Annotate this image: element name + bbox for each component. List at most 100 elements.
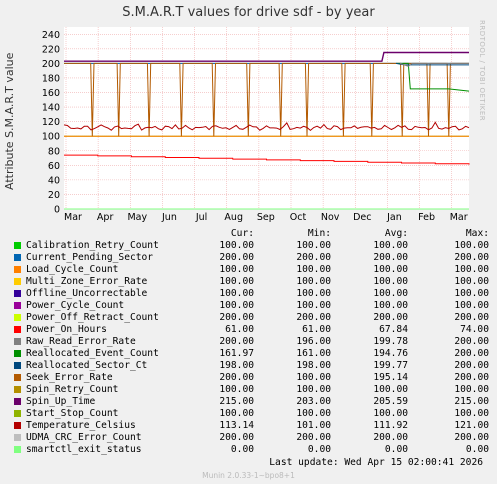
legend-min-value: 100.00: [296, 408, 331, 419]
legend-cur-value: 198.00: [219, 360, 254, 371]
legend-min-value: 196.00: [296, 336, 331, 347]
y-tick-label: 0: [54, 205, 60, 216]
series-raw-read-error-rate: [399, 62, 469, 67]
legend-max-value: 200.00: [454, 312, 489, 323]
legend-avg-value: 200.00: [373, 432, 408, 443]
legend-avg-value: 111.92: [373, 420, 408, 431]
legend-cur-value: 100.00: [219, 276, 254, 287]
chart-title: S.M.A.R.T values for drive sdf - by year: [122, 5, 375, 20]
y-tick-label: 20: [48, 190, 60, 201]
legend-row: Calibration_Retry_Count 100.00 100.00 100.0…: [14, 240, 494, 252]
y-tick-label: 160: [42, 88, 60, 99]
legend-min-value: 100.00: [296, 300, 331, 311]
x-tick-label: Mar: [64, 212, 82, 223]
legend-min-value: 100.00: [296, 264, 331, 275]
legend-max-value: 74.00: [460, 324, 489, 335]
legend-max-value: 200.00: [454, 252, 489, 263]
legend-min-value: 101.00: [296, 420, 331, 431]
legend-min-value: 200.00: [296, 312, 331, 323]
legend-avg-value: 195.14: [373, 372, 408, 383]
x-tick-label: Oct: [290, 212, 307, 223]
y-tick-label: 100: [42, 132, 60, 143]
legend-swatch: [14, 326, 21, 333]
legend-min-value: 61.00: [302, 324, 331, 335]
legend-swatch: [14, 422, 21, 429]
legend-cur-value: 200.00: [219, 432, 254, 443]
legend-series-name: Start_Stop_Count: [26, 408, 119, 419]
plot-area: 0 20 40 60 80 100 120 140 160 180 200 220 240 Mar Apr M…: [42, 27, 470, 223]
plot-background: [64, 27, 469, 209]
legend-avg-value: 194.76: [373, 348, 408, 359]
legend-column-header: Cur:: [230, 228, 254, 239]
legend-cur-value: 200.00: [219, 312, 254, 323]
y-tick-label: 120: [42, 117, 60, 128]
legend-avg-value: 67.84: [379, 324, 408, 335]
legend-row: Power_Off_Retract_Count 200.00 200.00 200.0…: [14, 312, 494, 324]
legend-avg-value: 199.77: [373, 360, 408, 371]
legend-row: Reallocated_Event_Count 161.97 161.00 194.7…: [14, 348, 494, 360]
last-update: Last update: Wed Apr 15 02:00:41 2026: [269, 457, 483, 468]
legend-min-value: 161.00: [296, 348, 331, 359]
x-tick-label: Nov: [321, 212, 340, 223]
legend-header: Cur: Min: Avg: Max:: [14, 228, 494, 240]
legend-max-value: 0.00: [465, 444, 489, 455]
legend-cur-value: 200.00: [219, 252, 254, 263]
legend-swatch: [14, 446, 21, 453]
legend-cur-value: 100.00: [219, 240, 254, 251]
legend-min-value: 100.00: [296, 240, 331, 251]
legend-max-value: 215.00: [454, 396, 489, 407]
legend-row: Seek_Error_Rate 200.00 100.00 195.14 200.00: [14, 372, 494, 384]
legend-swatch: [14, 290, 21, 297]
legend-cur-value: 100.00: [219, 384, 254, 395]
x-tick-label: Mar: [450, 212, 468, 223]
x-tick-label: Jul: [195, 212, 207, 223]
series-spin-up-time: [64, 51, 469, 62]
legend-max-value: 200.00: [454, 372, 489, 383]
y-tick-label: 140: [42, 103, 60, 114]
legend-swatch: [14, 362, 21, 369]
legend-swatch: [14, 386, 21, 393]
legend-series-name: Power_Cycle_Count: [26, 300, 125, 311]
legend-max-value: 100.00: [454, 408, 489, 419]
legend-swatch: [14, 242, 21, 249]
legend-cur-value: 200.00: [219, 372, 254, 383]
legend-series-name: Spin_Up_Time: [26, 396, 96, 407]
legend-swatch: [14, 338, 21, 345]
legend-avg-value: 100.00: [373, 408, 408, 419]
y-tick-label: 60: [48, 161, 60, 172]
legend-min-value: 100.00: [296, 384, 331, 395]
legend-avg-value: 205.59: [373, 396, 408, 407]
legend-series-name: smartctl_exit_status: [26, 444, 142, 455]
legend-avg-value: 199.78: [373, 336, 408, 347]
x-tick-label: Feb: [418, 212, 435, 223]
legend-row: Spin_Retry_Count 100.00 100.00 100.00 100.00: [14, 384, 494, 396]
y-tick-label: 40: [48, 175, 60, 186]
x-tick-label: Apr: [97, 212, 114, 223]
legend-series-name: Power_Off_Retract_Count: [26, 312, 159, 323]
legend-swatch: [14, 254, 21, 261]
x-tick-label: Jun: [161, 212, 177, 223]
legend-avg-value: 200.00: [373, 252, 408, 263]
legend-max-value: 100.00: [454, 384, 489, 395]
legend-max-value: 200.00: [454, 432, 489, 443]
series-reallocated-event-count: [396, 62, 470, 92]
legend-avg-value: 100.00: [373, 384, 408, 395]
legend-row: Start_Stop_Count 100.00 100.00 100.00 100.00: [14, 408, 494, 420]
legend-row: Load_Cycle_Count 100.00 100.00 100.00 100.00: [14, 264, 494, 276]
legend-swatch: [14, 350, 21, 357]
legend-row: Raw_Read_Error_Rate 200.00 196.00 199.78 200…: [14, 336, 494, 348]
legend-max-value: 200.00: [454, 336, 489, 347]
legend-series-name: Power_On_Hours: [26, 324, 107, 335]
legend-row: Power_Cycle_Count 100.00 100.00 100.00 100.0…: [14, 300, 494, 312]
legend-swatch: [14, 302, 21, 309]
legend-min-value: 100.00: [296, 276, 331, 287]
x-tick-label: Dec: [353, 212, 371, 223]
legend-series-name: Calibration_Retry_Count: [26, 240, 159, 251]
legend-max-value: 100.00: [454, 276, 489, 287]
series-temperature-celsius: [63, 121, 470, 132]
legend-swatch: [14, 434, 21, 441]
x-tick-label: Aug: [224, 212, 243, 223]
legend-max-value: 100.00: [454, 264, 489, 275]
legend-swatch: [14, 410, 21, 417]
legend-column-header: Avg:: [384, 228, 408, 239]
